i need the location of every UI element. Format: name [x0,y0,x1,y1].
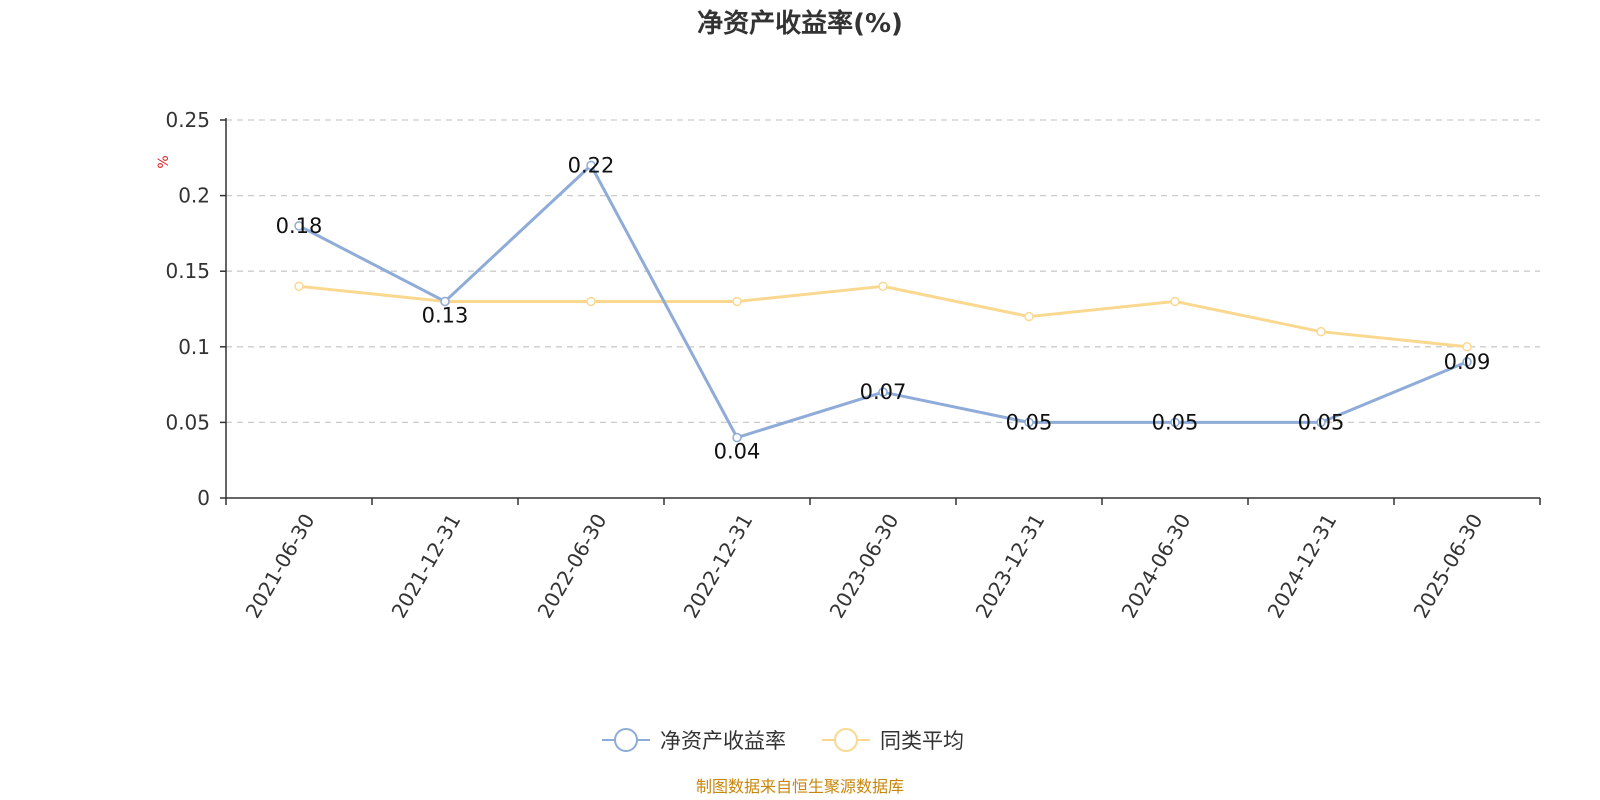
data-point [586,296,596,307]
data-point [1024,311,1034,322]
data-label: 0.05 [1152,410,1199,434]
x-tick-label: 2022-12-31 [679,510,758,623]
data-point [1170,296,1180,307]
x-tick-label: 2024-06-30 [1117,510,1196,623]
source-note: 制图数据来自恒生聚源数据库 [696,777,904,796]
x-tick-label: 2024-12-31 [1263,510,1342,623]
data-label: 0.05 [1006,410,1053,434]
x-tick-label: 2023-12-31 [971,510,1050,623]
legend-item[interactable]: 净资产收益率 [602,728,786,753]
series-lines [294,160,1472,443]
data-label: 0.07 [860,380,907,404]
data-label: 0.18 [276,214,323,238]
data-label: 0.05 [1298,410,1345,434]
x-tick-label: 2023-06-30 [825,510,904,623]
data-label: 0.09 [1444,350,1491,374]
x-tick-label: 2021-12-31 [387,510,466,623]
legend[interactable]: 净资产收益率 同类平均 [602,728,964,753]
data-labels: 0.18 0.13 0.22 0.04 0.07 0.05 0.05 0.05 0.09 [276,153,1491,463]
data-point [878,281,888,292]
data-point [294,281,304,292]
x-tick-label: 2022-06-30 [533,510,612,623]
legend-item[interactable]: 同类平均 [822,728,964,753]
legend-swatch-marker [834,728,858,752]
data-point [1462,357,1472,367]
y-tick-label: 0.05 [165,410,210,434]
grid-lines [226,119,1540,424]
y-axis-unit: % [156,155,172,168]
data-point [1316,326,1326,337]
data-point [1170,417,1180,428]
data-point [1316,417,1326,428]
data-point [878,387,888,397]
y-tick-label: 0.2 [178,184,210,208]
data-point [1462,342,1472,352]
data-label: 0.13 [422,303,469,327]
data-point [294,221,304,231]
legend-swatch-marker [614,728,638,752]
x-tick-label: 2025-06-30 [1409,510,1488,623]
data-point [586,160,596,171]
y-tick-label: 0.15 [165,259,210,283]
series-line-1 [298,284,1468,349]
y-tick-label: 0.1 [178,335,210,359]
y-tick-label: 0 [197,486,210,510]
data-label: 0.04 [714,440,761,464]
data-label: 0.22 [568,153,615,177]
legend-label: 同类平均 [880,729,964,753]
data-point [440,296,450,307]
data-point [1024,417,1034,428]
x-tick-label: 2021-06-30 [241,510,320,623]
legend-label: 净资产收益率 [660,729,786,753]
y-tick-label: 0.25 [165,108,210,132]
chart-title: 净资产收益率(%) [697,8,903,39]
data-point [732,432,742,443]
axes: 0 0.05 0.1 0.15 0.2 0.25 2021-06-30 2021-12-31 2… [165,108,1541,623]
data-point [732,296,742,307]
